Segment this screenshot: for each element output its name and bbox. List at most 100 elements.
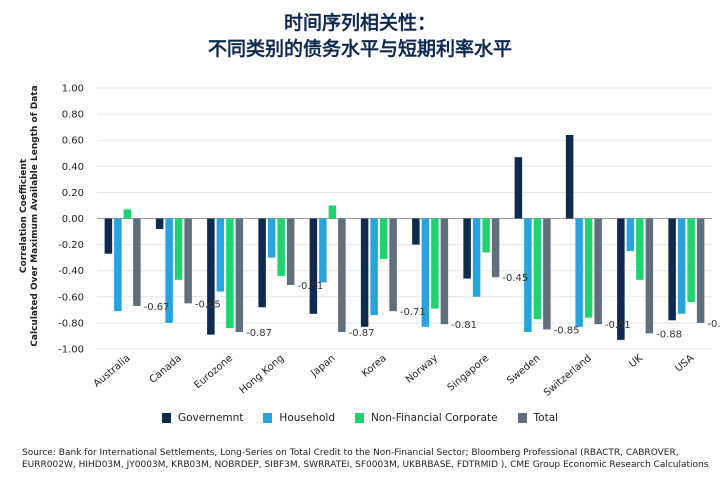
bar-non-financial-corporate-korea	[379, 218, 388, 259]
bar-household-canada	[165, 218, 173, 323]
x-tick-label: Japan	[308, 353, 337, 380]
x-tick-label: USA	[673, 353, 696, 375]
y-tick-label: -0.80	[58, 318, 84, 329]
x-tick-label: UK	[627, 353, 645, 371]
legend-item: Total	[517, 412, 559, 424]
gridlines	[97, 87, 712, 350]
bar-household-uk	[626, 218, 635, 252]
bar-household-singapore	[472, 218, 481, 297]
data-label-total: -0.65	[195, 299, 221, 310]
bar-governemnt-korea	[360, 218, 369, 327]
chart-title-line-1: 时间序列相关性：	[283, 12, 436, 34]
x-tick-label: Korea	[360, 353, 389, 380]
bar-household-switzerland	[575, 218, 583, 327]
bar-non-financial-corporate-norway	[431, 218, 439, 309]
data-label-total: -0.85	[554, 325, 580, 336]
y-tick-label: 0.60	[62, 136, 84, 147]
legend-swatch	[263, 413, 273, 423]
y-tick-label: -0.40	[58, 266, 84, 277]
x-tick-label: Australia	[92, 353, 133, 390]
y-axis-title-line-1: Correlation Coefficient	[19, 158, 29, 273]
data-label-total: -0.88	[656, 329, 682, 340]
bar-non-financial-corporate-switzerland	[584, 218, 593, 318]
x-tick-label: Hong Kong	[238, 353, 287, 396]
legend-swatch	[355, 413, 364, 423]
bar-total-korea	[389, 218, 397, 312]
bar-household-norway	[421, 218, 430, 327]
bar-household-korea	[370, 218, 378, 316]
y-tick-label: 0.80	[62, 110, 84, 121]
y-tick-label: -0.60	[58, 292, 84, 303]
legend-item: Governemnt	[161, 412, 243, 424]
data-label-total: -0.67	[144, 302, 170, 313]
data-label-total: -0.81	[605, 320, 631, 331]
bar-non-financial-corporate-canada	[174, 218, 183, 280]
legend-label: Household	[279, 412, 335, 424]
bar-governemnt-switzerland	[565, 134, 574, 219]
data-label-total: -0.80	[707, 319, 720, 330]
x-tick-label: Canada	[148, 353, 184, 386]
y-tick-label: -0.20	[58, 240, 84, 251]
bar-non-financial-corporate-hong-kong	[277, 218, 285, 276]
legend-item: Non-Financial Corporate	[355, 412, 498, 424]
source-note: Source: Bank for International Settlemen…	[22, 448, 709, 470]
x-tick-label: Sweden	[505, 353, 542, 387]
bar-household-usa	[677, 218, 686, 314]
bar-chart: 1.00 0.80 0.60 0.40 0.20 0.00 -0.20 -0.40 -0.60 -…	[19, 84, 720, 399]
bar-total-uk	[645, 218, 654, 334]
y-tick-label: 0.20	[62, 188, 84, 199]
bar-non-financial-corporate-usa	[687, 218, 695, 303]
bar-total-japan	[338, 218, 346, 333]
bar-governemnt-usa	[668, 218, 676, 321]
bar-governemnt-hong-kong	[258, 218, 266, 308]
bar-total-switzerland	[594, 218, 602, 325]
data-labels: -0.67 -0.65 -0.87 -0.51 -0.87 -0.71 -0.81 -0.45…	[144, 273, 720, 340]
data-label-total: -0.87	[246, 328, 272, 339]
data-label-total: -0.87	[349, 328, 375, 339]
bar-governemnt-singapore	[463, 218, 471, 279]
y-axis-title-line-2: Calculated Over Maximum Available Length…	[30, 85, 40, 346]
x-tick-label: Singapore	[446, 353, 492, 394]
bar-total-usa	[696, 218, 705, 323]
bar-governemnt-australia	[104, 218, 113, 254]
y-tick-label: 0.40	[62, 162, 84, 173]
bar-total-sweden	[543, 218, 551, 330]
bar-household-japan	[319, 218, 327, 283]
bar-household-hong-kong	[267, 218, 276, 258]
bar-governemnt-uk	[617, 218, 625, 340]
bar-household-australia	[114, 218, 122, 312]
x-axis: Australia Canada Eurozone Hong Kong Japan Kor…	[92, 353, 697, 399]
bars	[104, 134, 705, 340]
y-tick-label: 1.00	[62, 84, 84, 95]
data-label-total: -0.81	[451, 320, 477, 331]
legend-swatch	[161, 413, 171, 423]
bar-total-eurozone	[235, 218, 244, 333]
bar-governemnt-eurozone	[207, 218, 215, 335]
y-tick-label: -1.00	[58, 345, 84, 356]
bar-governemnt-norway	[412, 218, 420, 245]
y-axis: 1.00 0.80 0.60 0.40 0.20 0.00 -0.20 -0.40 -0.60 -…	[58, 84, 84, 356]
bar-total-hong-kong	[286, 218, 295, 286]
bar-governemnt-canada	[155, 218, 164, 229]
legend-item: Household	[263, 412, 335, 424]
legend-swatch	[517, 413, 527, 423]
legend: Governemnt Household Non-Financial Corpora…	[0, 412, 720, 426]
bar-governemnt-sweden	[514, 157, 523, 219]
data-label-total: -0.45	[502, 273, 528, 284]
bar-non-financial-corporate-singapore	[482, 218, 490, 253]
bar-household-eurozone	[216, 218, 225, 292]
y-tick-label: 0.00	[62, 214, 84, 225]
bar-non-financial-corporate-japan	[328, 205, 337, 219]
x-tick-label: Switzerland	[542, 353, 594, 399]
data-label-total: -0.71	[400, 307, 426, 318]
bar-household-sweden	[524, 218, 532, 333]
data-label-total: -0.51	[297, 281, 323, 292]
bar-total-canada	[184, 218, 192, 304]
x-tick-label: Norway	[404, 353, 440, 386]
bar-non-financial-corporate-eurozone	[226, 218, 234, 329]
legend-label: Non-Financial Corporate	[371, 412, 498, 424]
bar-total-norway	[440, 218, 449, 325]
bar-non-financial-corporate-uk	[636, 218, 644, 280]
legend-label: Total	[533, 412, 559, 424]
chart-title: 时间序列相关性： 不同类别的债务水平与短期利率水平	[0, 10, 720, 62]
